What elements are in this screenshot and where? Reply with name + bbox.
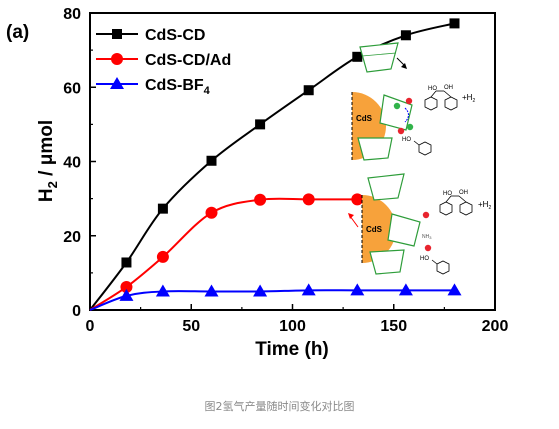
legend-marker-cds-cd bbox=[112, 29, 122, 39]
data-point bbox=[205, 206, 218, 219]
axis-ticks bbox=[89, 12, 496, 311]
data-point bbox=[253, 284, 268, 297]
particle-label-lower: CdS bbox=[366, 225, 383, 234]
oxygen-atom-icon bbox=[397, 127, 405, 135]
oxygen-atom-icon bbox=[405, 97, 413, 105]
ho-label-2: HO bbox=[402, 137, 411, 143]
hydrobenzoin-molecule-lower bbox=[439, 195, 473, 216]
plus-h2-lower-sub: 2 bbox=[488, 205, 491, 211]
figure-caption: 图2氢气产量随时间变化对比图 bbox=[204, 400, 355, 413]
plus-h2-lower-main: +H bbox=[478, 200, 489, 209]
cyclodextrin-icon bbox=[387, 213, 421, 247]
hydrogen-atom-icon bbox=[393, 102, 401, 110]
x-axis-label: Time (h) bbox=[255, 339, 329, 360]
oh-label-1: OH bbox=[444, 85, 453, 91]
legend: CdS-CD CdS-CD/Ad CdS-BF4 bbox=[96, 27, 231, 97]
data-point bbox=[449, 18, 460, 29]
ho-label-1: HO bbox=[428, 86, 437, 92]
data-point bbox=[120, 280, 133, 293]
axis-tick-labels: 0 50 100 150 200 0 20 40 60 80 bbox=[63, 6, 508, 335]
plus-h2-upper-sub: 2 bbox=[472, 98, 475, 104]
schematic-lower: CdS NH3 HO OH +H2 HO bbox=[348, 173, 491, 275]
data-point bbox=[303, 85, 314, 96]
legend-label-cds-bf4-sub: 4 bbox=[204, 85, 211, 97]
x-tick-label: 100 bbox=[279, 318, 306, 335]
cyclodextrin-icon bbox=[359, 42, 399, 73]
plus-h2-upper: +H2 bbox=[462, 93, 475, 104]
x-tick-label: 150 bbox=[380, 318, 407, 335]
data-point bbox=[352, 51, 363, 62]
hydrobenzoin-molecule-upper bbox=[424, 90, 458, 111]
legend-label-cds-cd-ad: CdS-CD/Ad bbox=[145, 52, 231, 69]
y-tick-label: 0 bbox=[72, 303, 81, 320]
cyclodextrin-icon bbox=[369, 249, 405, 275]
data-point bbox=[400, 30, 411, 41]
x-tick-label: 0 bbox=[86, 318, 95, 335]
data-point bbox=[350, 283, 365, 296]
data-point bbox=[351, 193, 364, 206]
series-layer bbox=[89, 18, 462, 311]
reaction-arrowhead-upper bbox=[401, 63, 407, 69]
series-1 bbox=[89, 193, 364, 311]
data-point bbox=[121, 257, 132, 268]
plus-h2-lower: +H2 bbox=[478, 200, 491, 211]
nh3-label-sub: 3 bbox=[429, 235, 432, 240]
benzyl-alcohol-molecule-upper bbox=[413, 140, 432, 156]
y-axis-label-main: H bbox=[36, 188, 57, 202]
oxygen-atom-icon bbox=[424, 244, 432, 252]
data-point bbox=[155, 284, 170, 297]
plus-h2-upper-main: +H bbox=[462, 93, 473, 102]
cyclodextrin-icon bbox=[357, 137, 393, 161]
y-tick-label: 20 bbox=[63, 229, 81, 246]
data-point bbox=[157, 203, 168, 214]
data-point bbox=[206, 155, 217, 166]
reaction-arrow-lower bbox=[349, 215, 359, 228]
series-line bbox=[89, 289, 455, 311]
y-axis-label-sub: 2 bbox=[45, 181, 60, 188]
x-tick-label: 50 bbox=[182, 318, 200, 335]
benzyl-alcohol-molecule-lower bbox=[431, 259, 450, 275]
series-2 bbox=[89, 283, 462, 311]
nh3-label: NH3 bbox=[422, 234, 432, 240]
schematic-upper: CdS HO OH +H2 HO bbox=[351, 42, 475, 161]
oxygen-atom-icon bbox=[422, 211, 430, 219]
ho-label-3: HO bbox=[443, 191, 452, 197]
data-point bbox=[302, 193, 315, 206]
cyclodextrin-icon bbox=[361, 52, 397, 57]
legend-marker-cds-bf4 bbox=[110, 77, 124, 89]
cds-particle-lower bbox=[362, 195, 396, 263]
cyclodextrin-icon bbox=[379, 94, 413, 131]
y-axis-label-unit: / μmol bbox=[36, 120, 57, 181]
electron-transfer-arrow bbox=[404, 107, 409, 123]
x-tick-label: 200 bbox=[482, 318, 509, 335]
nh3-label-main: NH bbox=[422, 234, 430, 240]
reaction-arrowhead-lower bbox=[348, 213, 354, 219]
particle-label-upper: CdS bbox=[356, 114, 373, 123]
y-tick-label: 80 bbox=[63, 6, 81, 23]
y-tick-label: 60 bbox=[63, 80, 81, 97]
cyclodextrin-icon bbox=[367, 173, 405, 201]
series-0 bbox=[89, 18, 460, 311]
series-line bbox=[89, 197, 358, 311]
y-tick-label: 40 bbox=[63, 155, 81, 172]
legend-label-cds-bf4-main: CdS-BF bbox=[145, 77, 204, 94]
data-point bbox=[398, 283, 413, 296]
legend-label-cds-cd: CdS-CD bbox=[145, 27, 205, 44]
data-point bbox=[255, 119, 266, 130]
data-point bbox=[156, 250, 169, 263]
legend-marker-cds-cd-ad bbox=[111, 53, 123, 65]
data-point bbox=[301, 283, 316, 296]
panel-label: (a) bbox=[6, 22, 29, 43]
ho-label-4: HO bbox=[420, 256, 429, 262]
legend-label-cds-bf4: CdS-BF4 bbox=[145, 77, 211, 97]
y-axis-label: H2 / μmol bbox=[36, 120, 60, 202]
oh-label-3: OH bbox=[459, 190, 468, 196]
data-point bbox=[447, 283, 462, 296]
hydrogen-atom-icon bbox=[406, 123, 414, 131]
data-point bbox=[119, 288, 134, 301]
data-point bbox=[254, 193, 267, 206]
data-point bbox=[204, 284, 219, 297]
